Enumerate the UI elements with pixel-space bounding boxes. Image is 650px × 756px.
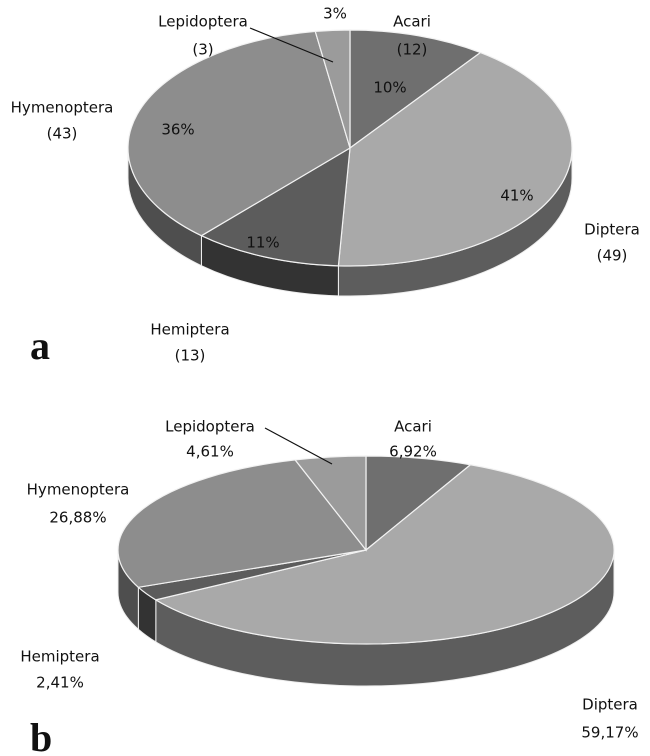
value-label: (43) [47, 125, 78, 143]
value-label: (3) [192, 41, 213, 59]
panel-label: a [30, 323, 50, 368]
category-label: Hemiptera [20, 648, 99, 666]
leader-line [249, 27, 334, 63]
percentage-label: 11% [246, 234, 279, 252]
slice [127, 30, 351, 237]
slice [200, 146, 351, 267]
category-label: Hymenoptera [11, 99, 114, 117]
value-label: (12) [397, 41, 428, 59]
slice [365, 455, 472, 552]
percentage-label: 41% [500, 187, 533, 205]
pie-chart: Acari 6,92% Diptera 59,17% Hemiptera 2,41% Hym… [20, 418, 638, 756]
leader-line [264, 427, 333, 465]
category-label: Lepidoptera [165, 418, 255, 436]
slice [154, 464, 615, 645]
value-label: 26,88% [49, 509, 106, 527]
value-label: 2,41% [36, 674, 84, 692]
slice [294, 455, 367, 552]
category-label: Diptera [584, 221, 640, 239]
category-label: Diptera [582, 696, 638, 714]
slice [314, 29, 351, 149]
percentage-label: 3% [323, 5, 347, 23]
slice [349, 29, 482, 150]
value-label: (49) [597, 247, 628, 265]
percentage-label: 10% [373, 79, 406, 97]
category-label: Lepidoptera [158, 13, 248, 31]
panel-label: b [30, 715, 52, 756]
percentage-label: 36% [161, 121, 194, 139]
pie-chart: Acari (12) 10% Diptera (49) 41% Hemiptera (13) 1… [11, 5, 640, 369]
value-label: 6,92% [389, 443, 437, 461]
value-label: 59,17% [581, 724, 638, 742]
category-label: Hymenoptera [27, 481, 130, 499]
category-label: Acari [394, 418, 432, 436]
value-label: (13) [175, 347, 206, 365]
slice [337, 51, 573, 267]
value-label: 4,61% [186, 443, 234, 461]
category-label: Acari [393, 13, 431, 31]
category-label: Hemiptera [150, 321, 229, 339]
slice [117, 459, 368, 588]
